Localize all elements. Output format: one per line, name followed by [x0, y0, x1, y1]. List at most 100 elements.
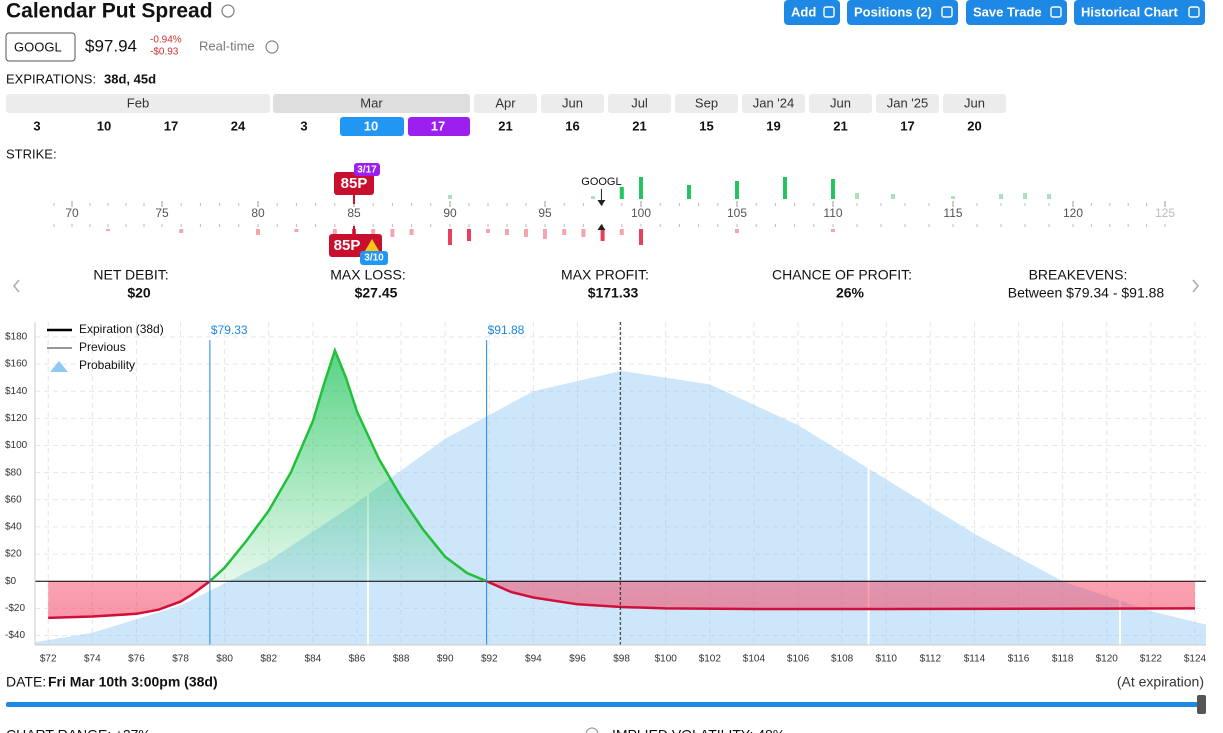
strike-label: STRIKE: — [6, 146, 57, 161]
strike-tick-label: 80 — [251, 206, 265, 220]
y-tick-label: $20 — [5, 549, 22, 560]
strike-tick-label: 115 — [943, 206, 962, 220]
call-volume-bar — [891, 194, 895, 199]
x-tick-label: $76 — [128, 654, 145, 665]
stat-label: CHANCE OF PROFIT: — [772, 267, 912, 283]
y-tick-label: -$40 — [5, 630, 25, 641]
month-cell — [474, 94, 537, 113]
x-tick-label: $80 — [216, 654, 233, 665]
leg-label: 85P — [334, 237, 361, 254]
call-volume-bar — [591, 196, 595, 199]
symbol-box[interactable] — [5, 32, 76, 62]
leg-expiry: 3/17 — [357, 165, 377, 176]
date-slider-handle[interactable] — [1197, 695, 1206, 714]
y-tick-label: $0 — [5, 576, 17, 587]
button[interactable] — [784, 0, 840, 25]
day-label: 10 — [97, 118, 111, 133]
leg-label: 85P — [341, 175, 368, 192]
date-label: DATE: — [6, 674, 46, 690]
x-tick-label: $90 — [437, 654, 454, 665]
legend-label: Expiration (38d) — [79, 322, 164, 336]
y-tick-label: $40 — [5, 522, 22, 533]
stat-value: $171.33 — [588, 285, 639, 301]
legend-label: Probability — [79, 358, 135, 372]
y-tick-label: $80 — [5, 467, 22, 478]
put-volume-bar — [735, 229, 739, 233]
y-tick-label: -$20 — [5, 603, 25, 614]
call-volume-bar — [448, 195, 452, 199]
put-volume-bar — [256, 229, 260, 235]
x-tick-label: $114 — [964, 654, 986, 665]
x-tick-label: $104 — [743, 654, 766, 665]
x-tick-label: $86 — [349, 654, 366, 665]
put-volume-bar — [581, 229, 586, 237]
x-tick-label: $82 — [260, 654, 277, 665]
button[interactable] — [847, 0, 958, 25]
put-volume-bar — [179, 229, 184, 233]
x-tick-label: $112 — [920, 654, 942, 665]
expiration-line-loss — [48, 581, 1196, 620]
x-tick-label: $102 — [699, 654, 722, 665]
put-volume-bar — [106, 229, 110, 231]
button-label: Positions (2) — [854, 4, 932, 19]
call-volume-bar — [783, 177, 787, 199]
leg-tag[interactable] — [334, 172, 374, 195]
price: $97.94 — [85, 36, 137, 55]
strike-tick-label: 125 — [1155, 206, 1175, 220]
underlying-marker — [597, 200, 606, 206]
button-icon — [1050, 6, 1062, 18]
strike-tick-label: 120 — [1063, 206, 1083, 220]
day-label: 3 — [33, 118, 40, 133]
month-label: Jan '25 — [887, 95, 929, 110]
legend-label: Previous — [79, 340, 126, 354]
put-volume-bar — [639, 229, 643, 245]
leg-expiry-badge — [354, 163, 380, 176]
button[interactable] — [966, 0, 1067, 25]
month-label: Sep — [695, 95, 718, 110]
x-tick-label: $122 — [1140, 654, 1163, 665]
y-tick-label: $100 — [5, 440, 28, 451]
nav-arrow[interactable] — [1192, 279, 1199, 293]
date-value: Fri Mar 10th 3:00pm (38d) — [48, 674, 218, 690]
day-label: 3 — [300, 118, 307, 133]
month-cell — [675, 94, 738, 113]
put-volume-bar — [619, 229, 624, 235]
put-volume-bar — [524, 229, 528, 237]
x-tick-label: $124 — [1184, 654, 1207, 665]
month-label: Jun — [562, 95, 583, 110]
strike-tick-label: 100 — [631, 206, 651, 220]
month-label: Jun — [964, 95, 985, 110]
date-slider-track[interactable] — [6, 702, 1200, 707]
button-icon — [1188, 6, 1200, 18]
put-volume-bar — [486, 229, 490, 233]
call-volume-bar — [1023, 193, 1027, 199]
month-cell — [943, 94, 1006, 113]
help-icon — [221, 4, 235, 18]
nav-arrow[interactable] — [13, 279, 20, 293]
stat-label: BREAKEVENS: — [1029, 267, 1128, 283]
stat-value: Between $79.34 - $91.88 — [1008, 285, 1165, 301]
breakeven-label: $91.88 — [488, 323, 525, 337]
put-volume-bar — [294, 229, 299, 232]
date-note: (At expiration) — [1117, 674, 1204, 690]
day-label: 24 — [231, 118, 246, 133]
month-cell — [742, 94, 805, 113]
x-tick-label: $96 — [569, 654, 586, 665]
call-volume-bar — [619, 187, 624, 199]
change-pct: -0.94% — [150, 35, 182, 46]
profit-area — [48, 350, 1195, 582]
day-selected[interactable] — [340, 117, 404, 136]
y-tick-label: $60 — [5, 494, 22, 505]
x-tick-label: $108 — [831, 654, 854, 665]
expirations-label: EXPIRATIONS: — [6, 71, 96, 86]
day-label: 17 — [900, 118, 914, 133]
strike-tick-label: 70 — [65, 206, 79, 220]
day-selected[interactable] — [408, 117, 470, 136]
x-tick-label: $94 — [525, 654, 542, 665]
y-tick-label: $180 — [5, 332, 28, 343]
footer-label: IMPLIED VOLATILITY: 48% — [612, 727, 785, 733]
stat-label: MAX LOSS: — [330, 267, 405, 283]
button[interactable] — [1074, 0, 1205, 25]
call-volume-bar — [639, 177, 643, 199]
